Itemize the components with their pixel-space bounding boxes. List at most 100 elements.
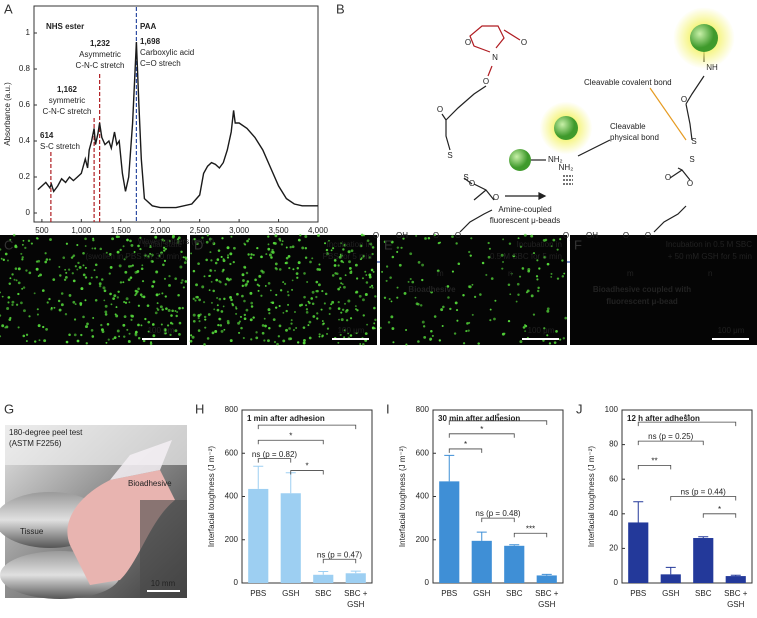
atom-label: O	[665, 173, 671, 182]
fluorescent-dot	[274, 262, 278, 266]
fluorescent-dot	[1, 324, 5, 328]
fluorescent-dot	[290, 319, 293, 322]
fluorescent-dot	[285, 309, 288, 313]
fluorescent-dot	[321, 290, 324, 293]
fluorescent-dot	[356, 309, 359, 312]
significance-bracket	[257, 458, 292, 463]
fluorescent-dot	[471, 283, 474, 286]
fluorescent-dot	[73, 318, 77, 321]
fluorescent-dot	[44, 260, 48, 264]
fluorescent-dot	[383, 296, 387, 299]
fluorescent-dot	[473, 295, 477, 299]
fluorescent-dot	[422, 325, 426, 328]
fluorescent-dot	[303, 272, 306, 275]
fluorescent-dot	[140, 324, 143, 327]
fluorescent-dot	[546, 334, 549, 337]
y-tick-label: 800	[225, 405, 239, 414]
fluorescent-dot	[398, 263, 402, 267]
fluorescent-dot	[192, 319, 196, 323]
fluorescent-dot	[191, 335, 195, 339]
fluorescent-dot	[370, 268, 374, 272]
repeat-subscript: m	[437, 269, 444, 278]
fluorescent-dot	[53, 306, 56, 309]
fluorescent-dot	[389, 276, 392, 279]
fluorescent-dot	[212, 242, 216, 246]
fluorescent-dot	[295, 327, 298, 330]
fluorescent-dot	[295, 272, 299, 275]
fluorescent-dot	[390, 315, 394, 319]
fluorescent-dot	[261, 324, 265, 327]
annotation-value: 1,162	[57, 85, 78, 94]
fluorescent-dot	[490, 277, 494, 280]
y-tick-label: 0	[26, 208, 31, 217]
fluorescent-dot	[100, 323, 103, 327]
fluorescent-dot	[94, 298, 98, 302]
fluorescent-dot	[12, 233, 16, 237]
fluorescent-dot	[158, 254, 161, 258]
fluorescent-dot	[507, 319, 511, 323]
fluorescent-dot	[343, 243, 347, 247]
fluorescent-dot	[176, 310, 179, 313]
panel-letter: B	[336, 1, 345, 16]
fluorescent-dot	[564, 316, 568, 320]
fluorescent-dot	[521, 267, 525, 270]
panel-letter: D	[194, 237, 203, 252]
fluorescent-dot	[414, 296, 417, 299]
bar	[248, 488, 269, 583]
fluorescent-dot	[46, 301, 49, 304]
fluorescent-dot	[270, 250, 273, 254]
fluorescent-dot	[396, 250, 399, 253]
fluorescent-dot	[243, 265, 247, 269]
fluorescent-dot	[125, 256, 128, 259]
fluorescent-dot	[151, 323, 155, 326]
fluorescent-dot	[546, 307, 550, 311]
fluorescent-dot	[163, 328, 167, 332]
fluorescent-dot	[86, 322, 89, 326]
fluorescent-dot	[91, 335, 95, 338]
fluorescent-dot	[494, 299, 497, 302]
atom-label: S	[463, 173, 468, 182]
fluorescent-dot	[267, 339, 270, 343]
fluorescent-dot	[242, 336, 245, 340]
fluorescent-dot	[85, 342, 88, 345]
fluorescent-dot	[530, 234, 534, 238]
fluorescent-dot	[218, 317, 222, 321]
x-tick-label: GSH	[282, 589, 300, 598]
fluorescent-dot	[396, 246, 400, 249]
fluorescent-dot	[9, 316, 12, 320]
fluorescent-dot	[369, 286, 372, 289]
fluorescent-dot	[563, 272, 566, 275]
fluorescent-dot	[421, 278, 424, 282]
fluorescent-dot	[58, 265, 61, 268]
fluorescent-dot	[14, 267, 18, 270]
scale-bar-label: 100 μm	[718, 326, 745, 335]
error-bar	[541, 573, 552, 576]
fluorescent-dot	[451, 235, 454, 239]
fluorescent-dot	[11, 303, 14, 307]
y-tick-label: 600	[416, 448, 430, 457]
fluorescent-dot	[462, 293, 465, 297]
fluorescent-dot	[442, 305, 445, 309]
annotation-group: PAA	[140, 22, 157, 31]
fluorescent-dot	[192, 297, 195, 301]
fluorescent-dot	[220, 255, 223, 259]
fluorescent-dot	[368, 256, 371, 259]
fluorescent-dot	[365, 281, 369, 284]
fluorescent-dot	[271, 301, 275, 304]
fluorescent-dot	[130, 243, 134, 247]
annotation-group: NHS ester	[46, 22, 84, 31]
fluorescent-dot	[209, 251, 212, 254]
fluorescent-dot	[289, 245, 292, 249]
fluorescent-dot	[0, 248, 2, 251]
fluorescent-dot	[543, 255, 547, 259]
fluorescent-dot	[116, 250, 120, 254]
fluorescent-dot	[451, 270, 455, 273]
atom-label: O	[645, 231, 651, 240]
fluorescent-dot	[343, 336, 346, 339]
y-tick-label: 0	[425, 578, 430, 587]
fluorescent-dot	[465, 330, 468, 333]
fluorescent-dot	[260, 294, 263, 297]
fluorescent-dot	[33, 340, 37, 343]
fluorescent-dot	[115, 306, 118, 309]
fluorescent-dot	[455, 309, 459, 312]
